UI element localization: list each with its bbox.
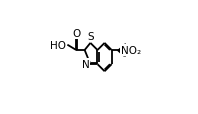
Text: NO₂: NO₂: [121, 46, 141, 56]
Text: HO: HO: [50, 40, 66, 50]
Text: S: S: [87, 32, 94, 42]
Text: N: N: [82, 60, 89, 70]
Text: O: O: [72, 29, 80, 39]
